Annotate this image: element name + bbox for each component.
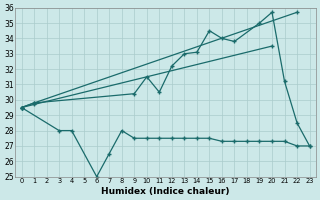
X-axis label: Humidex (Indice chaleur): Humidex (Indice chaleur) <box>101 187 230 196</box>
